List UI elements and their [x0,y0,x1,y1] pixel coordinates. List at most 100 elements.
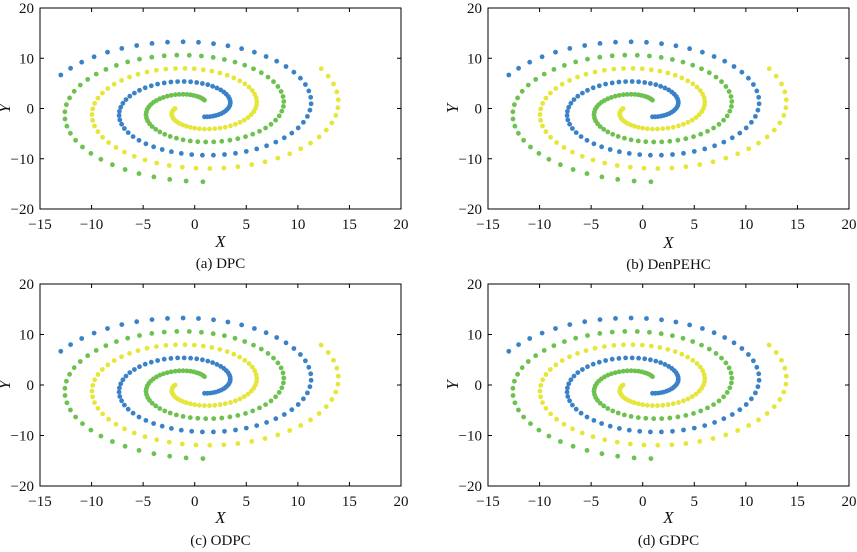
data-point [168,369,174,375]
x-tick-label: −15 [28,494,51,510]
data-point [151,144,157,150]
data-point [615,453,621,459]
data-point [723,155,729,161]
data-point [537,112,543,117]
data-point [647,329,652,335]
data-point [217,402,223,408]
data-point [622,135,627,141]
data-point [516,65,521,71]
data-point [521,137,526,143]
data-point [611,66,617,72]
data-point [200,429,205,435]
data-point [137,333,142,338]
data-point [80,421,85,427]
data-point [136,171,142,177]
data-point [207,403,212,408]
data-point [271,355,276,361]
data-point [631,455,637,461]
data-point [675,414,681,420]
data-point [246,84,252,90]
x-tick-label: 5 [243,494,251,510]
data-point [662,85,668,91]
data-point [64,123,70,129]
data-point [597,317,603,322]
data-point [222,124,228,130]
data-point [251,342,256,348]
data-point [192,125,198,131]
data-point [281,375,287,381]
data-point [582,43,588,48]
data-point [62,393,68,398]
data-point [783,381,789,387]
data-point [64,378,69,384]
data-point [644,316,649,321]
data-point [149,124,155,129]
data-point [783,373,789,379]
data-point [687,46,692,52]
data-point [756,371,762,377]
data-point [670,401,676,407]
data-point [263,54,269,59]
data-point [614,163,620,168]
data-point [756,94,762,100]
data-point [612,93,618,99]
data-point [687,322,692,328]
data-point [92,377,98,383]
data-point [543,129,549,135]
data-point [615,177,621,182]
data-point [519,365,525,371]
data-point [331,357,336,363]
data-point [209,345,215,350]
data-point [62,385,68,391]
data-point [169,426,174,431]
data-point [597,331,603,336]
data-point [151,174,157,180]
data-point [743,125,749,131]
data-point [103,67,109,72]
data-point [558,162,563,168]
data-point [218,87,224,93]
data-point [130,134,136,140]
data-point [131,153,137,159]
data-point [541,71,547,77]
data-point [303,358,308,364]
data-point [243,425,249,431]
data-point [122,167,128,172]
data-point [632,123,637,129]
scatter-panel: −15 −10 −5 0 5 10 15 20 −20 −10 0 10 20 X Y (b) DenPEHC [443,1,857,273]
x-tick-label: 5 [691,494,699,510]
data-point [583,348,589,353]
data-point [724,390,730,395]
data-point [655,166,661,171]
data-point [71,88,77,94]
data-point [711,402,716,407]
data-point [645,402,650,408]
data-point [287,151,293,157]
data-point [658,83,663,89]
data-point [174,52,180,58]
x-tick-label: 10 [290,217,305,233]
data-point [308,371,314,377]
data-point [566,104,572,110]
data-point [273,394,278,400]
data-point [273,117,278,123]
data-point [665,125,671,131]
x-tick-label: −15 [476,217,499,233]
data-point [679,351,685,357]
data-point [782,89,788,95]
data-point [667,138,673,144]
data-point [553,86,559,91]
data-point [673,43,679,49]
data-point [657,345,663,350]
data-point [79,59,85,65]
data-point [722,58,728,64]
data-point [521,414,526,420]
data-point [168,356,174,361]
data-point [697,439,703,444]
data-point [721,394,726,400]
data-point [149,317,155,322]
data-point [323,127,329,133]
data-point [567,121,572,127]
data-point [237,396,243,402]
data-point [333,113,339,118]
